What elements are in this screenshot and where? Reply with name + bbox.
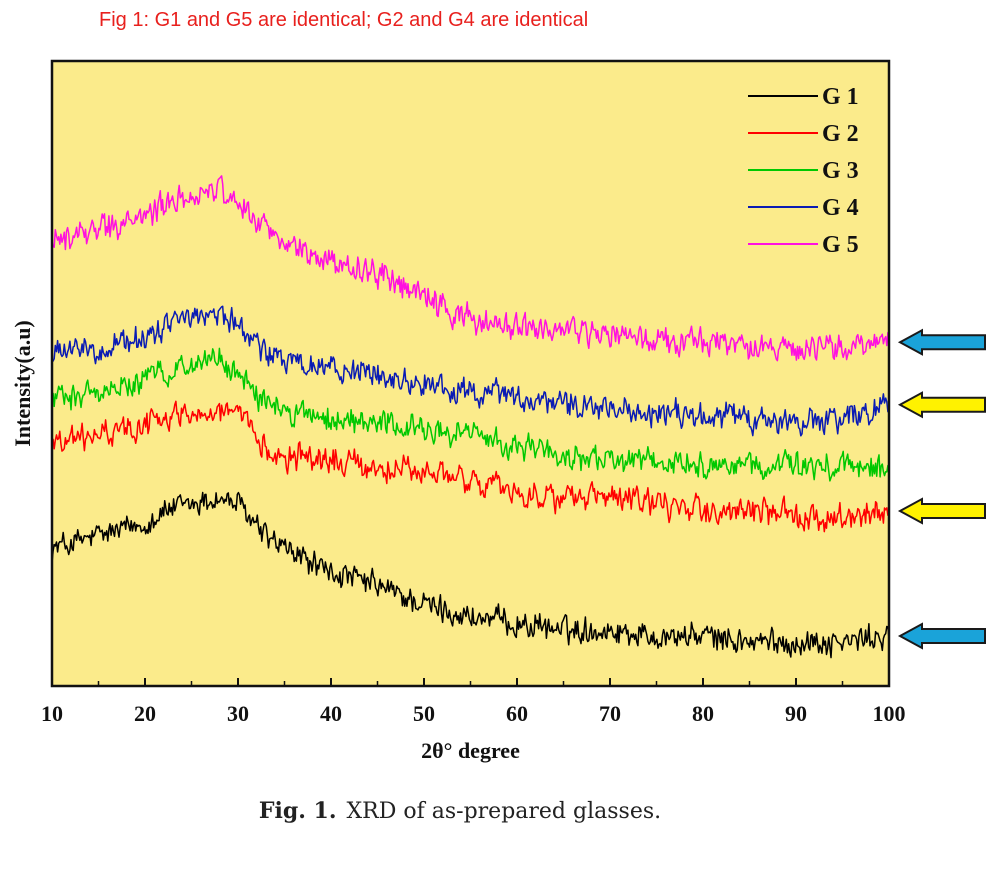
xrd-chart: 10 20 30 40 50 60 70 80 90 100 G 1 G 2 G 3 G 4 G 5 2θ… [10,59,986,763]
caption-label: Fig. 1. [258,798,337,824]
trace-g1 [51,491,890,659]
legend-label-g1: G 1 [822,84,859,110]
x-tick-label: 20 [134,701,156,726]
trace-g3 [51,347,890,482]
arrow-g1 [897,622,986,650]
arrow-g5 [897,328,986,356]
trace-g5 [51,175,890,362]
x-axis-ticks: 10 20 30 40 50 60 70 80 90 100 [41,678,906,726]
x-tick-label: 80 [692,701,714,726]
x-tick-label: 30 [227,701,249,726]
trace-g2 [51,400,890,533]
x-tick-label: 100 [873,701,906,726]
arrow-g4 [897,391,986,419]
legend-label-g2: G 2 [822,121,859,147]
x-tick-label: 50 [413,701,435,726]
legend-label-g4: G 4 [822,195,859,221]
plot-area [52,61,889,686]
y-axis-title: Intensity(a.u) [10,320,35,447]
x-axis-title: 2θ° degree [421,738,520,763]
x-tick-label: 40 [320,701,342,726]
annotation-note: Fig 1: G1 and G5 are identical; G2 and G… [99,9,589,31]
arrow-g2 [897,497,986,525]
legend-label-g3: G 3 [822,158,859,184]
marker-arrows [897,328,986,650]
trace-g4 [51,305,890,437]
legend: G 1 G 2 G 3 G 4 G 5 [748,84,859,258]
x-tick-label: 90 [785,701,807,726]
x-tick-label: 60 [506,701,528,726]
caption-text: XRD of as-prepared glasses. [346,799,662,824]
series-traces [51,175,890,659]
x-tick-label: 10 [41,701,63,726]
figure-caption: Fig. 1. XRD of as-prepared glasses. [0,798,920,824]
legend-label-g5: G 5 [822,232,859,258]
x-tick-label: 70 [599,701,621,726]
